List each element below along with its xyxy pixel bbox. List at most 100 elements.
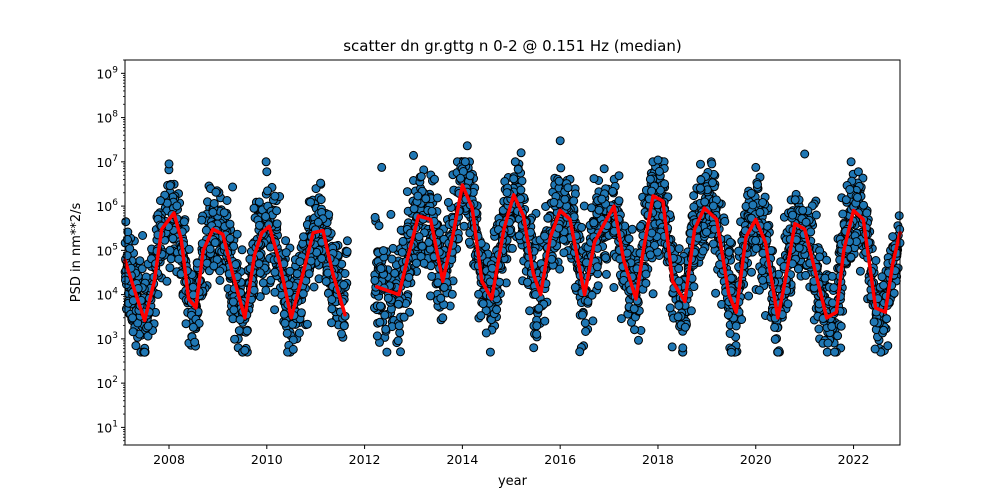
x-axis-label: year xyxy=(498,474,528,489)
scatter-point xyxy=(462,141,472,151)
scatter-point xyxy=(376,264,386,274)
scatter-point xyxy=(734,246,744,256)
scatter-point xyxy=(870,344,880,354)
scatter-point xyxy=(838,209,848,219)
scatter-point xyxy=(409,204,419,214)
scatter-point xyxy=(614,196,624,206)
scatter-point xyxy=(624,234,634,244)
scatter-point xyxy=(230,334,240,344)
scatter-point xyxy=(845,185,855,194)
scatter-point xyxy=(788,210,798,220)
scatter-point xyxy=(815,252,825,262)
x-tick-label: 2008 xyxy=(153,452,185,467)
scatter-point xyxy=(456,173,465,183)
scatter-point xyxy=(608,186,618,196)
scatter-point xyxy=(593,281,603,291)
scatter-point xyxy=(523,277,532,287)
scatter-point xyxy=(398,236,408,246)
scatter-point xyxy=(770,334,780,344)
scatter-point xyxy=(476,311,486,321)
scatter-point xyxy=(447,289,457,299)
scatter-point xyxy=(255,220,264,230)
median-layer xyxy=(123,183,902,323)
scatter-point xyxy=(773,347,783,357)
scatter-point xyxy=(430,174,439,184)
scatter-point xyxy=(726,347,736,357)
scatter-point xyxy=(751,162,761,172)
scatter-point xyxy=(731,321,741,331)
scatter-point xyxy=(215,266,225,276)
scatter-point xyxy=(421,194,431,204)
scatter-point xyxy=(388,243,398,253)
scatter-point xyxy=(298,289,308,299)
scatter-point xyxy=(757,266,767,276)
scatter-point xyxy=(801,217,811,227)
y-tick-label: 102 xyxy=(96,375,118,391)
scatter-point xyxy=(748,200,758,210)
scatter-point xyxy=(228,182,238,192)
scatter-point xyxy=(653,200,663,210)
scatter-point xyxy=(481,328,491,338)
scatter-point xyxy=(258,278,268,288)
scatter-point xyxy=(534,303,544,313)
scatter-point xyxy=(316,195,326,205)
scatter-point xyxy=(853,167,863,177)
scatter-point xyxy=(674,301,684,311)
scatter-point xyxy=(208,207,218,217)
scatter-point xyxy=(737,315,747,324)
scatter-point xyxy=(629,304,639,314)
scatter-point xyxy=(645,174,655,184)
scatter-point xyxy=(762,221,772,231)
x-axis: 2008 2010 2012 2014 2016 2018 2020 2022 xyxy=(153,445,869,467)
scatter-point xyxy=(143,321,153,331)
scatter-point xyxy=(405,307,415,317)
scatter-point xyxy=(433,278,443,288)
scatter-point xyxy=(210,238,220,248)
scatter-point xyxy=(686,306,696,316)
scatter-point xyxy=(342,236,352,246)
scatter-point xyxy=(525,306,535,316)
scatter-point xyxy=(806,227,816,237)
scatter-point xyxy=(814,324,824,334)
scatter-point xyxy=(465,171,475,181)
scatter-point xyxy=(587,290,597,300)
scatter-point xyxy=(747,267,756,277)
x-tick-label: 2018 xyxy=(642,452,674,467)
scatter-point xyxy=(711,288,721,298)
scatter-point xyxy=(222,196,232,205)
scatter-point xyxy=(794,243,804,253)
scatter-point xyxy=(547,254,557,264)
scatter-point xyxy=(306,197,315,207)
scatter-point xyxy=(783,299,793,309)
scatter-point xyxy=(370,275,380,285)
scatter-point xyxy=(379,246,388,256)
scatter-point xyxy=(665,303,675,313)
scatter-point xyxy=(294,328,304,338)
scatter-point xyxy=(413,191,423,201)
scatter-point xyxy=(540,231,550,241)
y-tick-label: 106 xyxy=(96,198,118,214)
scatter-point xyxy=(645,250,655,260)
scatter-point xyxy=(700,197,710,207)
scatter-point xyxy=(327,295,337,304)
scatter-point xyxy=(412,258,421,268)
scatter-point xyxy=(555,136,565,146)
scatter-point xyxy=(798,205,808,215)
scatter-point xyxy=(559,248,569,258)
scatter-point xyxy=(877,272,887,282)
scatter-point xyxy=(554,176,564,186)
scatter-point xyxy=(647,186,657,196)
scatter-point xyxy=(433,193,442,203)
scatter-point xyxy=(689,202,699,212)
scatter-point xyxy=(304,269,314,279)
scatter-point xyxy=(616,314,626,324)
y-tick-label: 101 xyxy=(96,419,118,435)
scatter-point xyxy=(386,209,396,219)
scatter-point xyxy=(242,326,252,336)
scatter-point xyxy=(270,267,280,277)
scatter-point xyxy=(377,162,387,172)
scatter-point xyxy=(402,187,412,197)
scatter-point xyxy=(754,285,764,295)
scatter-point xyxy=(172,201,182,211)
scatter-point xyxy=(380,310,390,320)
